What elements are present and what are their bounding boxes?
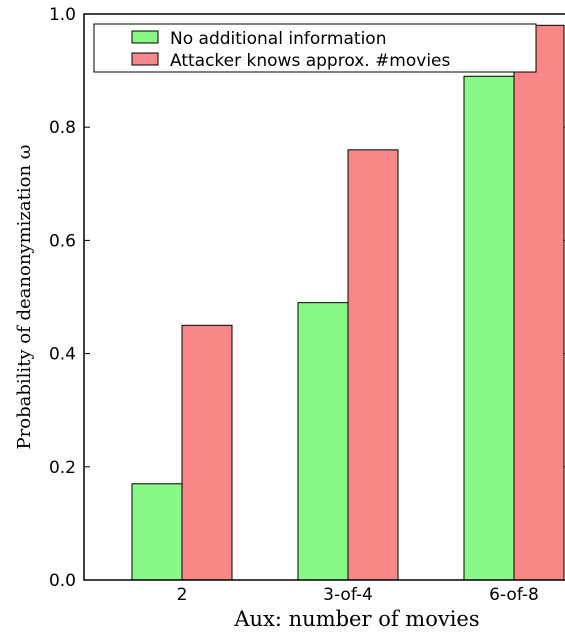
y-tick-label: 0.4 <box>49 345 76 365</box>
legend-swatch-series-0 <box>131 30 159 44</box>
y-tick-label: 0.0 <box>49 571 76 591</box>
legend-label-series-1: Attacker knows approx. #movies <box>170 51 451 71</box>
bar-6-of-8-series-0 <box>463 75 515 581</box>
y-axis-ticks: 0.0 0.2 0.4 0.6 0.8 1.0 <box>49 5 565 591</box>
bars-group <box>131 24 565 581</box>
x-tick-label: 2 <box>177 585 188 605</box>
legend-label-series-0: No additional information <box>170 29 386 49</box>
y-tick-label: 0.6 <box>49 231 76 251</box>
y-tick-label: 0.8 <box>49 118 76 138</box>
y-tick-label: 0.2 <box>49 458 76 478</box>
bar-2-series-0 <box>131 483 183 581</box>
bar-3-of-4-series-1 <box>347 149 399 581</box>
x-axis-label: Aux: number of movies <box>233 607 479 631</box>
legend: No additional information Attacker knows… <box>93 23 537 73</box>
bar-2-series-1 <box>181 324 233 581</box>
bar-6-of-8-series-1 <box>513 24 565 581</box>
x-axis-ticks: 2 3-of-4 6-of-8 <box>177 574 539 605</box>
y-tick-label: 1.0 <box>49 5 76 25</box>
plot-frame <box>83 13 565 581</box>
legend-box <box>93 23 537 73</box>
x-tick-label: 6-of-8 <box>489 585 539 605</box>
bar-3-of-4-series-0 <box>297 302 349 581</box>
y-axis-label: Probability of deanonymization ω <box>14 145 35 450</box>
x-tick-label: 3-of-4 <box>323 585 373 605</box>
legend-swatch-series-1 <box>131 52 159 66</box>
